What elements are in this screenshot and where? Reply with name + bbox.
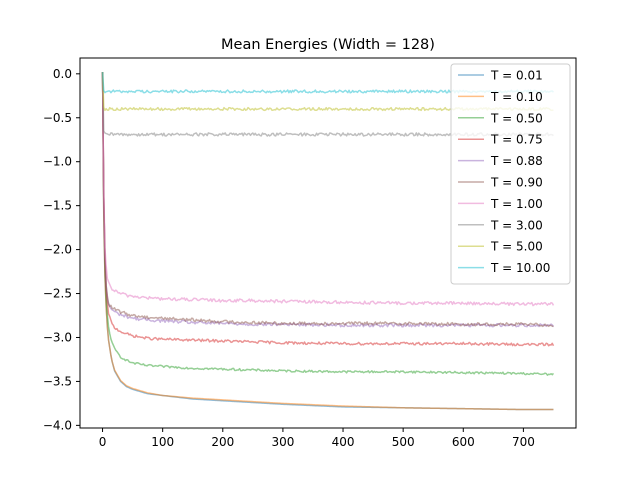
x-axis: 0 100 200 300 400 500 600 700 xyxy=(99,428,535,449)
legend-label: T = 1.00 xyxy=(490,197,543,211)
legend-label: T = 5.00 xyxy=(490,240,543,254)
x-tick-label: 700 xyxy=(512,435,535,449)
x-tick-label: 100 xyxy=(151,435,174,449)
x-tick-label: 500 xyxy=(392,435,415,449)
legend-label: T = 0.88 xyxy=(490,154,543,168)
y-tick-label: −1.0 xyxy=(43,155,72,169)
legend-box xyxy=(450,63,571,285)
series-line-4 xyxy=(101,72,555,347)
x-tick-label: 400 xyxy=(332,435,355,449)
y-tick-label: −4.0 xyxy=(43,418,72,432)
x-tick-label: 300 xyxy=(271,435,294,449)
plot-frame xyxy=(79,57,577,429)
y-tick-label: −0.5 xyxy=(43,111,72,125)
y-tick-label: −2.5 xyxy=(43,287,72,301)
x-tick-label: 600 xyxy=(452,435,475,449)
chart-title: Mean Energies (Width = 128) xyxy=(221,37,435,53)
y-tick-label: −3.0 xyxy=(43,330,72,344)
legend-label: T = 0.10 xyxy=(490,90,543,104)
series-line-3 xyxy=(101,72,555,376)
legend-label: T = 0.90 xyxy=(490,176,543,190)
legend-label: T = 0.75 xyxy=(490,133,543,147)
legend: T = 0.01 T = 0.10 T = 0.50 T = 0.75 T = 0.88… xyxy=(450,63,571,285)
series-line-6 xyxy=(101,72,554,328)
legend-label: T = 0.01 xyxy=(490,69,543,83)
y-tick-label: −3.5 xyxy=(43,374,72,388)
series-line-2 xyxy=(101,72,554,411)
x-tick-label: 0 xyxy=(99,435,107,449)
legend-label: T = 0.50 xyxy=(490,111,543,125)
legend-label: T = 3.00 xyxy=(490,218,543,232)
legend-label: T = 10.00 xyxy=(490,261,550,275)
series-line-7 xyxy=(101,72,555,307)
y-axis: 0.0 −0.5 −1.0 −1.5 −2.0 −2.5 −3.0 −3.5 −4.0 xyxy=(43,67,80,432)
x-tick-label: 200 xyxy=(211,435,234,449)
y-tick-label: −1.5 xyxy=(43,199,72,213)
y-tick-label: −2.0 xyxy=(43,243,72,257)
y-tick-label: 0.0 xyxy=(53,67,72,81)
